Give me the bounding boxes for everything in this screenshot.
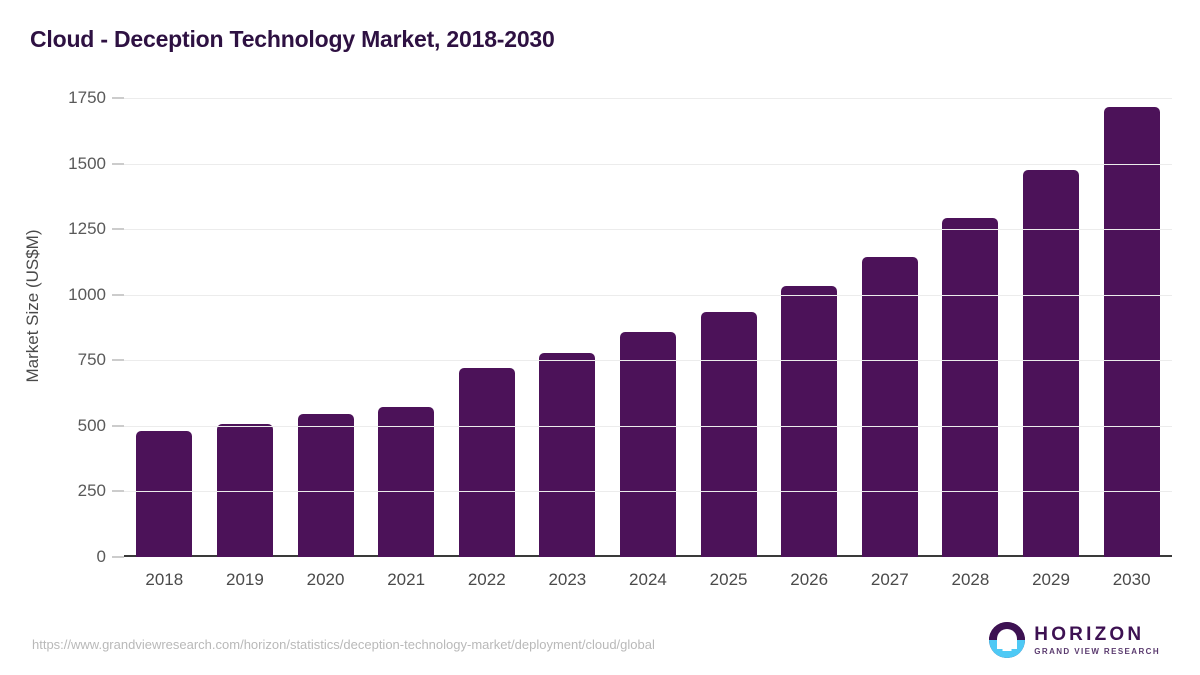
gridline: [124, 425, 1172, 427]
chart-plot-area: Market Size (US$M) 0 250 500 750 1000 1250 150…: [0, 80, 1200, 600]
bar-slot: [285, 80, 366, 557]
bar-slot: [1091, 80, 1172, 557]
x-tick-label: 2021: [387, 570, 426, 589]
x-tick-label: 2029: [1032, 570, 1070, 589]
x-tick-label: 2018: [145, 570, 184, 589]
bar-slot: [930, 80, 1011, 557]
bar-2030[interactable]: [1103, 107, 1160, 557]
bar-2026[interactable]: [781, 286, 838, 557]
bar-2021[interactable]: [378, 407, 435, 557]
y-tick-mark: [112, 163, 124, 165]
bar-2023[interactable]: [539, 352, 596, 557]
y-tick-label: 1500: [68, 153, 106, 173]
horizon-sunrise-icon: [989, 622, 1026, 658]
x-axis-labels: 2018 2019 2020 2021 2022 2023 2024 2025 2026 2027…: [124, 560, 1172, 600]
x-tick-label: 2030: [1112, 570, 1151, 589]
x-tick-label: 2027: [870, 570, 909, 589]
y-tick-mark: [112, 425, 124, 427]
y-tick-label: 1250: [68, 219, 106, 239]
x-tick-label: 2019: [226, 570, 264, 589]
y-tick-mark: [112, 556, 124, 558]
y-tick-mark: [112, 490, 124, 492]
x-tick-label: 2023: [548, 570, 587, 589]
logo-ray-3: [1002, 649, 1012, 651]
x-tick-label: 2025: [709, 570, 748, 589]
gridline: [124, 294, 1172, 296]
x-tick-label: 2020: [306, 570, 345, 589]
source-url[interactable]: https://www.grandviewresearch.com/horizo…: [32, 637, 655, 652]
y-tick-label: 1750: [68, 88, 106, 108]
y-tick-mark: [112, 97, 124, 99]
y-tick-label: 1000: [68, 284, 106, 304]
bar-slot: [205, 80, 286, 557]
y-tick-mark: [112, 294, 124, 296]
bar-2025[interactable]: [700, 312, 757, 557]
logo-dome-shape: [997, 629, 1018, 649]
logo-name: HORIZON: [1034, 623, 1145, 645]
horizon-logo[interactable]: HORIZON GRAND VIEW RESEARCH: [989, 622, 1160, 658]
bar-slot: [769, 80, 850, 557]
x-tick-label: 2026: [790, 570, 829, 589]
bar-series: [124, 80, 1172, 557]
chart-footer: https://www.grandviewresearch.com/horizo…: [0, 609, 1200, 675]
bar-slot: [688, 80, 769, 557]
page-title: Cloud - Deception Technology Market, 201…: [30, 26, 555, 52]
bar-2029[interactable]: [1023, 170, 1079, 557]
bar-slot: [849, 80, 930, 557]
gridline: [124, 98, 1172, 100]
y-tick-mark: [112, 228, 124, 230]
gridline: [124, 491, 1172, 493]
y-tick-label: 750: [77, 350, 106, 370]
bar-2028[interactable]: [942, 218, 999, 557]
plot-grid: [124, 80, 1172, 600]
bar-slot: [527, 80, 608, 557]
x-tick-label: 2028: [951, 570, 990, 589]
gridline: [124, 360, 1172, 362]
y-tick-label: 0: [96, 547, 106, 566]
bar-2019[interactable]: [216, 423, 273, 557]
bar-2027[interactable]: [861, 257, 918, 557]
logo-subtitle: GRAND VIEW RESEARCH: [1034, 646, 1160, 656]
x-tick-label: 2024: [629, 570, 667, 589]
logo-ray-1: [998, 641, 1016, 643]
bar-2022[interactable]: [458, 368, 515, 557]
bar-slot: [366, 80, 447, 557]
gridline: [124, 229, 1172, 231]
bar-2024[interactable]: [619, 332, 676, 557]
gridline: [124, 163, 1172, 165]
y-tick-mark: [112, 359, 124, 361]
x-tick-label: 2022: [467, 570, 506, 589]
logo-ray-2: [1000, 645, 1014, 647]
y-tick-label: 250: [77, 481, 106, 501]
bar-2020[interactable]: [297, 414, 354, 557]
y-axis-ticks: 0 250 500 750 1000 1250 1500 1750: [0, 80, 124, 600]
y-tick-label: 500: [77, 415, 106, 435]
bar-slot: [446, 80, 527, 557]
bar-2018[interactable]: [136, 431, 193, 557]
bar-slot: [124, 80, 205, 557]
bar-slot: [608, 80, 689, 557]
bar-slot: [1011, 80, 1092, 557]
logo-wordmark: HORIZON GRAND VIEW RESEARCH: [1034, 625, 1160, 656]
